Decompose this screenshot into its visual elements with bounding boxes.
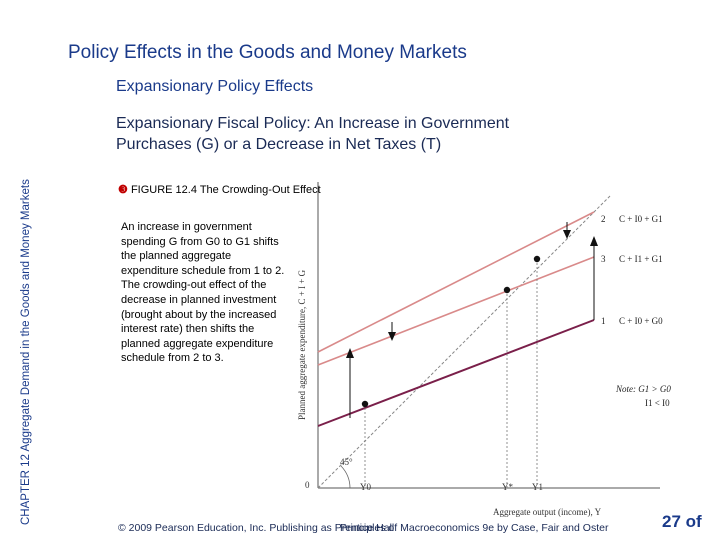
guide-45-line (317, 195, 611, 489)
angle-label: 45° (340, 457, 353, 467)
slide-subtitle: Expansionary Policy Effects (116, 78, 314, 95)
origin-label: 0 (305, 480, 310, 490)
angle-arc (340, 465, 351, 489)
curve-3-number: 3 (601, 254, 606, 264)
curve-1-number: 1 (601, 316, 606, 326)
slide-title: Policy Effects in the Goods and Money Ma… (68, 42, 467, 63)
section-heading: Expansionary Fiscal Policy: An Increase … (116, 113, 586, 155)
note-line-2: I1 < I0 (645, 398, 670, 408)
description-paragraph-2: The crowding-out effect of the decrease … (121, 279, 277, 365)
down-arrow-right-head (563, 230, 571, 239)
curve-2-label: C + I0 + G1 (619, 214, 663, 224)
x-tick-y1: Y1 (532, 482, 543, 492)
up-arrow-left-head (346, 348, 354, 358)
curve-1-label: C + I0 + G0 (619, 316, 663, 326)
y-axis-label: Planned aggregate expenditure, C + I + G (297, 269, 307, 420)
footer-copyright: © 2009 Pearson Education, Inc. Publishin… (118, 522, 395, 534)
page-number: 27 of (662, 512, 702, 531)
equilibrium-point-1 (361, 400, 369, 408)
ae-schedule-1 (317, 319, 595, 427)
figure-bullet-icon: ❸ (118, 184, 128, 196)
x-axis-label: Aggregate output (income), Y (493, 507, 602, 517)
note-line-1: Note: G1 > G0 (615, 384, 671, 394)
x-tick-ystar: Y* (502, 482, 513, 492)
heading-line-2: Purchases (G) or a Decrease in Net Taxes… (116, 136, 442, 153)
figure-description: An increase in government spending G fro… (121, 220, 286, 366)
curve-2-number: 2 (601, 214, 606, 224)
down-arrow-left-head (388, 332, 396, 341)
equilibrium-point-3 (503, 286, 511, 294)
figure-caption-text: FIGURE 12.4 The Crowding-Out Effect (130, 184, 321, 196)
footer-book-title: Principles of Macroeconomics 9e by Case,… (340, 522, 609, 534)
ae-schedule-2 (317, 211, 595, 353)
ae-schedule-3 (317, 256, 595, 366)
up-arrow-right-head (590, 236, 598, 246)
figure-caption: ❸ FIGURE 12.4 The Crowding-Out Effect (118, 183, 321, 198)
x-tick-y0: Y0 (360, 482, 371, 492)
curve-3-label: C + I1 + G1 (619, 254, 663, 264)
heading-line-1: Expansionary Fiscal Policy: An Increase … (116, 115, 510, 132)
description-paragraph-1: An increase in government spending G fro… (121, 221, 285, 277)
equilibrium-point-2 (533, 255, 541, 263)
